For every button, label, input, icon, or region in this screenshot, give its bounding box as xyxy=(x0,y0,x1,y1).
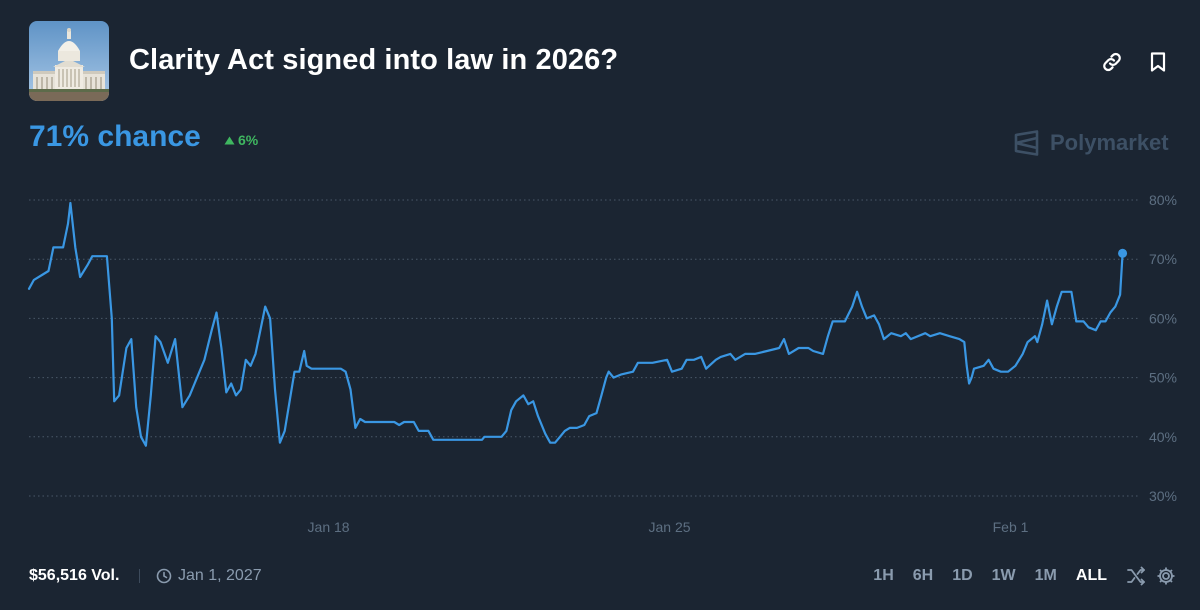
end-date-label: Jan 1, 2027 xyxy=(178,567,262,584)
time-range-selector: 1H 6H 1D 1W 1M ALL xyxy=(873,567,1107,585)
market-title: Clarity Act signed into law in 2026? xyxy=(129,44,619,76)
polymarket-icon xyxy=(1014,130,1039,156)
price-chart: 80% 70% 60% 50% 40% 30% Jan 18 Jan 25 Feb 1 xyxy=(27,192,1177,535)
volume: $56,516 Vol. xyxy=(29,567,120,584)
chance-percentage: 71% chance xyxy=(29,120,201,153)
triangle-up-icon xyxy=(224,136,235,144)
range-all[interactable]: ALL xyxy=(1075,567,1107,584)
y-tick-label: 60% xyxy=(1149,310,1177,326)
y-tick-label: 50% xyxy=(1149,370,1177,386)
market-thumbnail xyxy=(29,21,109,101)
bookmark-icon[interactable] xyxy=(1146,50,1170,74)
polymarket-logo: Polymarket xyxy=(1013,130,1169,156)
x-tick-label: Feb 1 xyxy=(993,519,1029,535)
y-tick-label: 30% xyxy=(1149,488,1177,504)
range-1m[interactable]: 1M xyxy=(1034,567,1057,584)
y-tick-label: 70% xyxy=(1149,251,1177,267)
link-icon[interactable] xyxy=(1100,50,1124,74)
divider xyxy=(139,569,140,583)
x-tick-label: Jan 18 xyxy=(308,519,350,535)
change-value: 6% xyxy=(238,132,259,148)
range-1w[interactable]: 1W xyxy=(991,567,1016,584)
range-1h[interactable]: 1H xyxy=(873,567,894,584)
settings-icon[interactable] xyxy=(1156,566,1176,586)
us-capitol-image xyxy=(29,21,109,101)
y-tick-label: 80% xyxy=(1149,192,1177,208)
change-indicator: 6% xyxy=(224,132,258,148)
end-date: Jan 1, 2027 xyxy=(156,567,262,585)
x-tick-label: Jan 25 xyxy=(649,519,691,535)
current-price-dot xyxy=(1118,248,1128,258)
range-1d[interactable]: 1D xyxy=(952,567,973,584)
clock-icon xyxy=(156,568,172,584)
price-line xyxy=(27,201,1124,447)
brand-name: Polymarket xyxy=(1050,130,1169,155)
shuffle-icon[interactable] xyxy=(1126,566,1146,586)
y-tick-label: 40% xyxy=(1149,429,1177,445)
range-6h[interactable]: 6H xyxy=(912,567,934,584)
